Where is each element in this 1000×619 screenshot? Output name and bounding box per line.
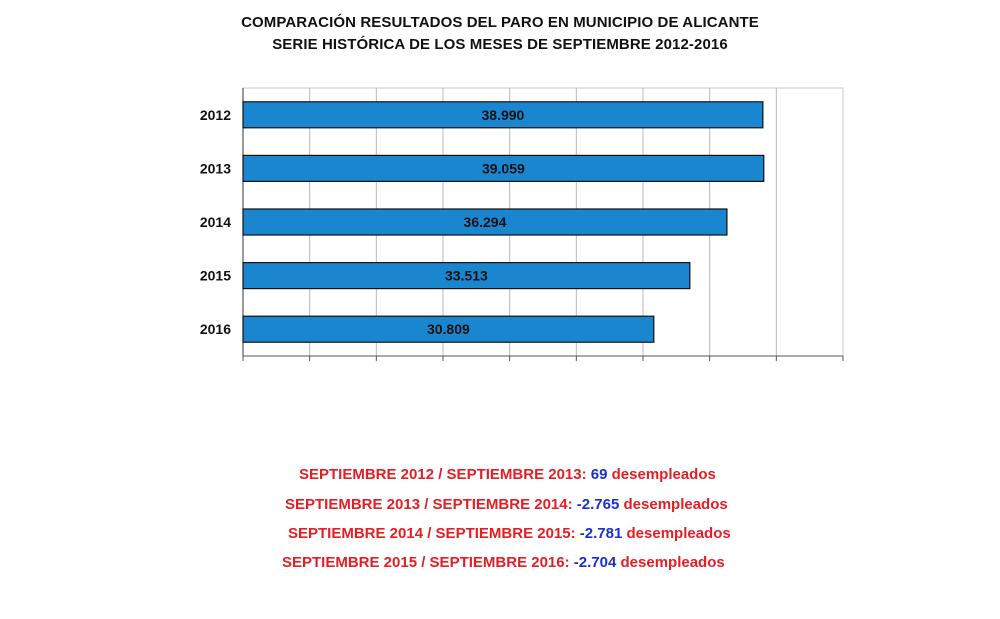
comparison-label: SEPTIEMBRE 2014 / SEPTIEMBRE 2015: xyxy=(288,525,576,542)
bar-chart: 38.990 2012 39.059 2013 36.294 2014 33.513 2015… xyxy=(200,87,844,361)
comparison-value: -2.704 xyxy=(573,554,617,571)
bar-value-label: 30.809 xyxy=(427,321,470,337)
y-tick-label: 2012 xyxy=(200,107,231,123)
y-tick-label: 2016 xyxy=(200,321,231,337)
comparison-line-1: SEPTIEMBRE 2012 / SEPTIEMBRE 2013: 69 de… xyxy=(299,466,716,483)
chart-title: COMPARACIÓN RESULTADOS DEL PARO EN MUNIC… xyxy=(241,14,759,31)
comparison-label: SEPTIEMBRE 2013 / SEPTIEMBRE 2014: xyxy=(285,496,573,513)
bar xyxy=(242,208,728,236)
comparison-unit: desempleados xyxy=(626,525,731,542)
y-tick-label: 2015 xyxy=(200,268,231,284)
bar xyxy=(242,315,655,343)
comparison-line-2: SEPTIEMBRE 2013 / SEPTIEMBRE 2014: -2.76… xyxy=(285,496,728,513)
comparison-value: -2.765 xyxy=(576,496,620,513)
y-tick-label: 2013 xyxy=(200,160,231,176)
bar-value-label: 39.059 xyxy=(482,160,525,176)
comparison-value: -2.781 xyxy=(579,525,623,542)
comparison-line-3: SEPTIEMBRE 2014 / SEPTIEMBRE 2015: -2.78… xyxy=(288,525,731,542)
comparison-unit: desempleados xyxy=(623,496,728,513)
comparison-unit: desempleados xyxy=(620,554,725,571)
bar-value-label: 33.513 xyxy=(445,268,488,284)
y-tick-label: 2014 xyxy=(200,214,231,230)
bar xyxy=(242,101,764,129)
comparison-label: SEPTIEMBRE 2012 / SEPTIEMBRE 2013: xyxy=(299,466,587,483)
bar xyxy=(242,262,691,290)
comparison-unit: desempleados xyxy=(611,466,716,483)
bar xyxy=(242,154,765,182)
chart-subtitle: SERIE HISTÓRICA DE LOS MESES DE SEPTIEMB… xyxy=(272,36,728,53)
bar-value-label: 36.294 xyxy=(464,214,507,230)
comparison-line-4: SEPTIEMBRE 2015 / SEPTIEMBRE 2016: -2.70… xyxy=(282,554,725,571)
bar-value-label: 38.990 xyxy=(482,107,525,123)
comparison-value: 69 xyxy=(590,466,608,483)
comparison-label: SEPTIEMBRE 2015 / SEPTIEMBRE 2016: xyxy=(282,554,570,571)
